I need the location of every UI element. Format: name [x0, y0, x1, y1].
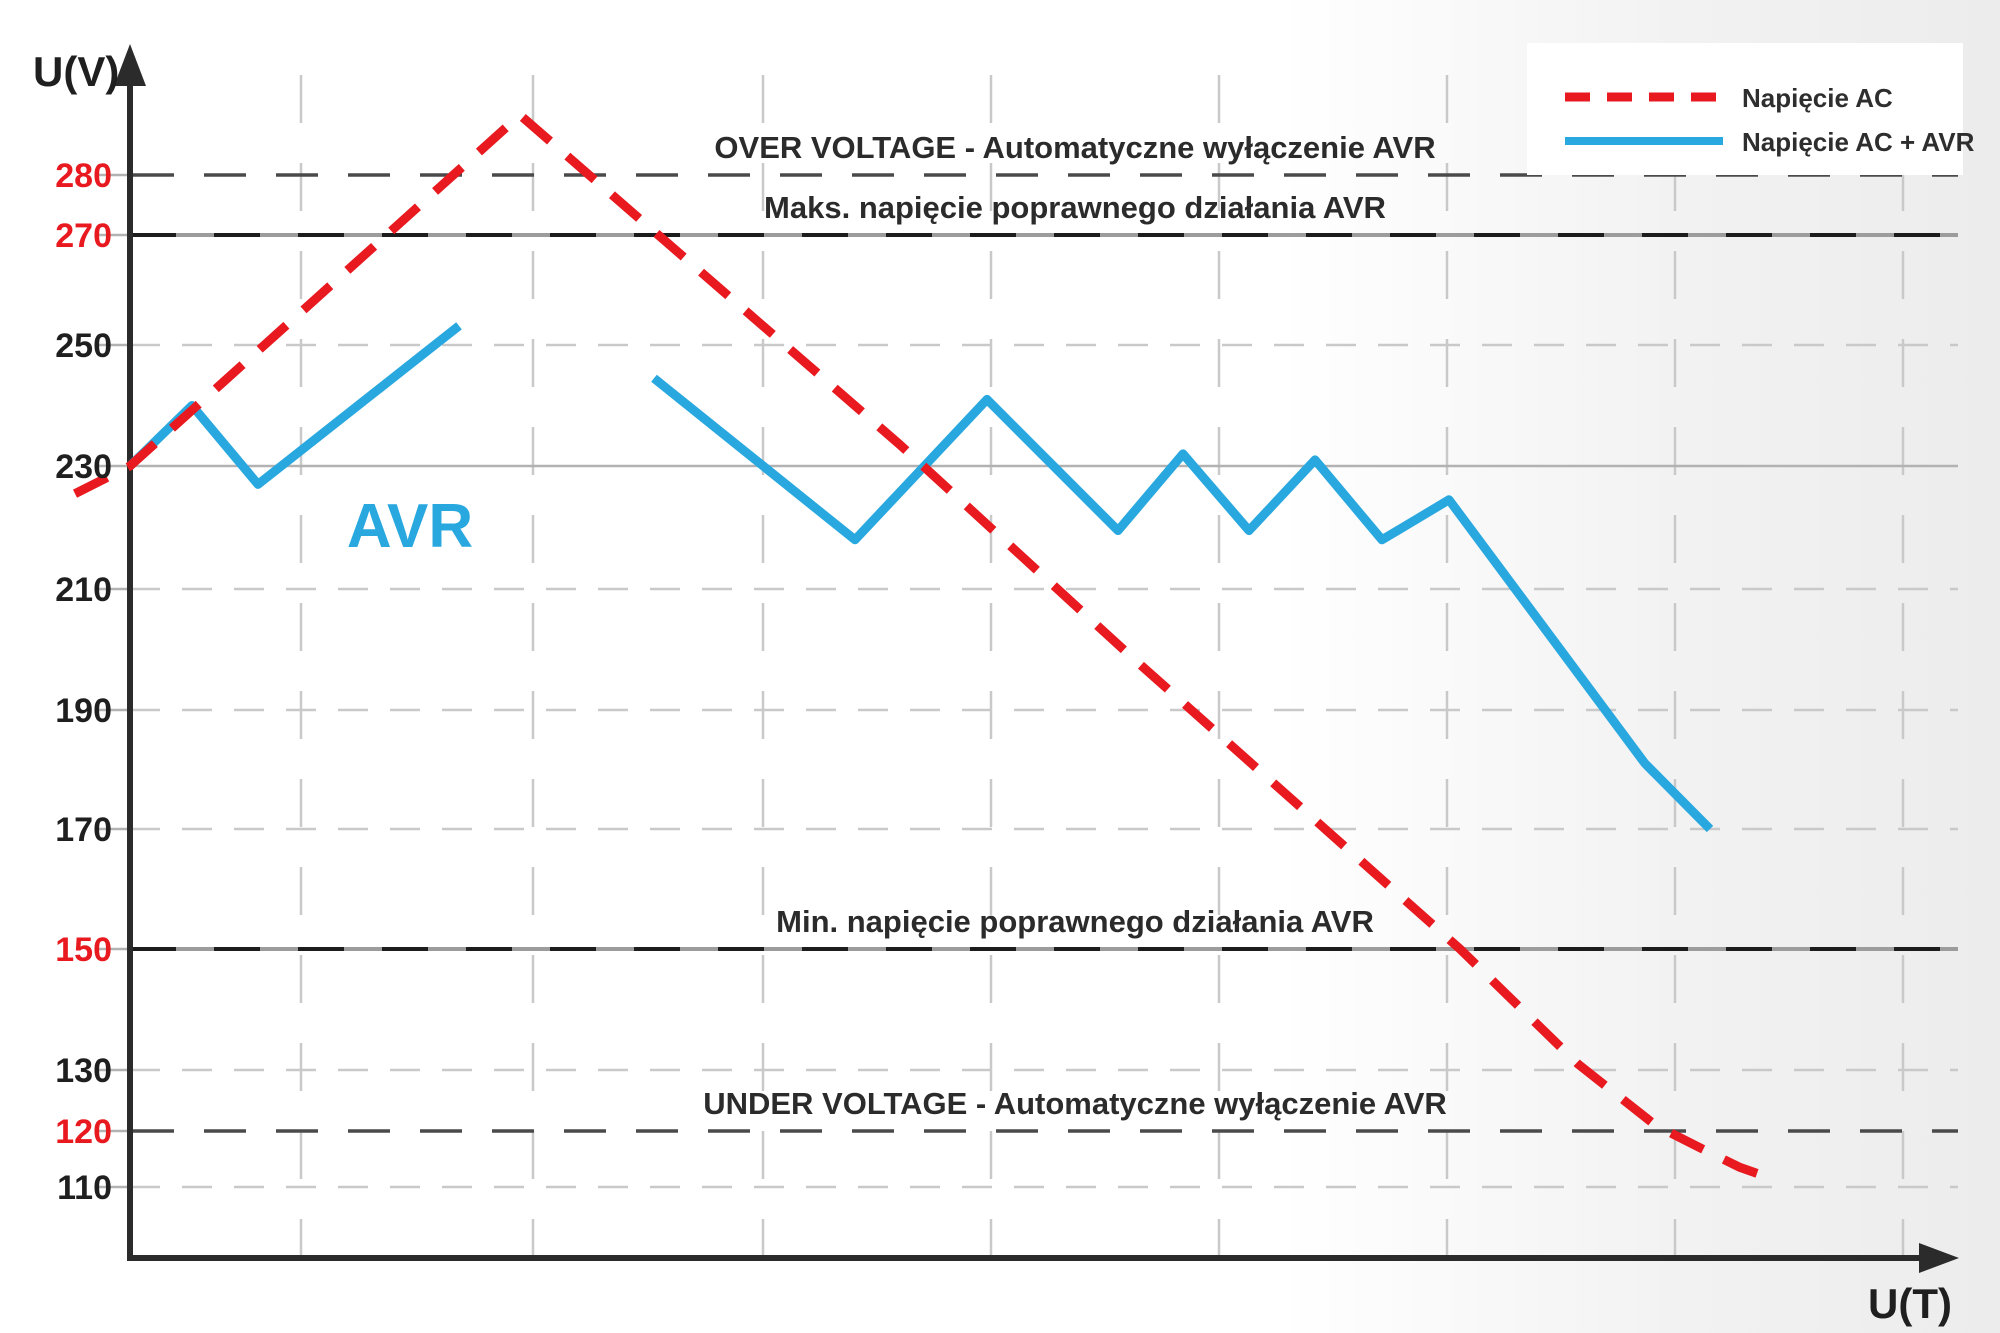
- x-axis-title: U(T): [1868, 1280, 1952, 1327]
- ytick-label-190: 190: [55, 692, 112, 730]
- x-axis-arrow: [1919, 1243, 1959, 1273]
- refline-label-280: OVER VOLTAGE - Automatyczne wyłączenie A…: [714, 130, 1435, 165]
- ytick-label-210: 210: [55, 571, 112, 609]
- ytick-label-150: 150: [55, 931, 112, 969]
- ytick-label-270: 270: [55, 217, 112, 255]
- avr-annotation: AVR: [347, 492, 473, 561]
- ytick-label-120: 120: [55, 1113, 112, 1151]
- ytick-label-170: 170: [55, 811, 112, 849]
- series-napiecie-ac-avr-segment-2: [651, 374, 1714, 833]
- ytick-label-250: 250: [55, 327, 112, 365]
- series-napiecie-ac-avr-segment-1: [126, 322, 462, 489]
- refline-label-150: Min. napięcie poprawnego działania AVR: [776, 904, 1374, 939]
- ytick-label-110: 110: [57, 1169, 112, 1207]
- refline-label-120: UNDER VOLTAGE - Automatyczne wyłączenie …: [703, 1086, 1447, 1121]
- series-napiecie-ac-segment-1: [72, 110, 1774, 1183]
- ytick-label-130: 130: [55, 1052, 112, 1090]
- ytick-label-280: 280: [55, 157, 112, 195]
- legend-box: [1527, 43, 1963, 175]
- ytick-label-230: 230: [55, 448, 112, 486]
- legend-label-napiecie-ac: Napięcie AC: [1742, 83, 1893, 113]
- refline-label-270: Maks. napięcie poprawnego działania AVR: [764, 190, 1386, 225]
- y-axis-arrow: [114, 44, 146, 86]
- y-axis-title: U(V): [33, 48, 119, 95]
- legend-label-napiecie-ac-avr: Napięcie AC + AVR: [1742, 127, 1975, 157]
